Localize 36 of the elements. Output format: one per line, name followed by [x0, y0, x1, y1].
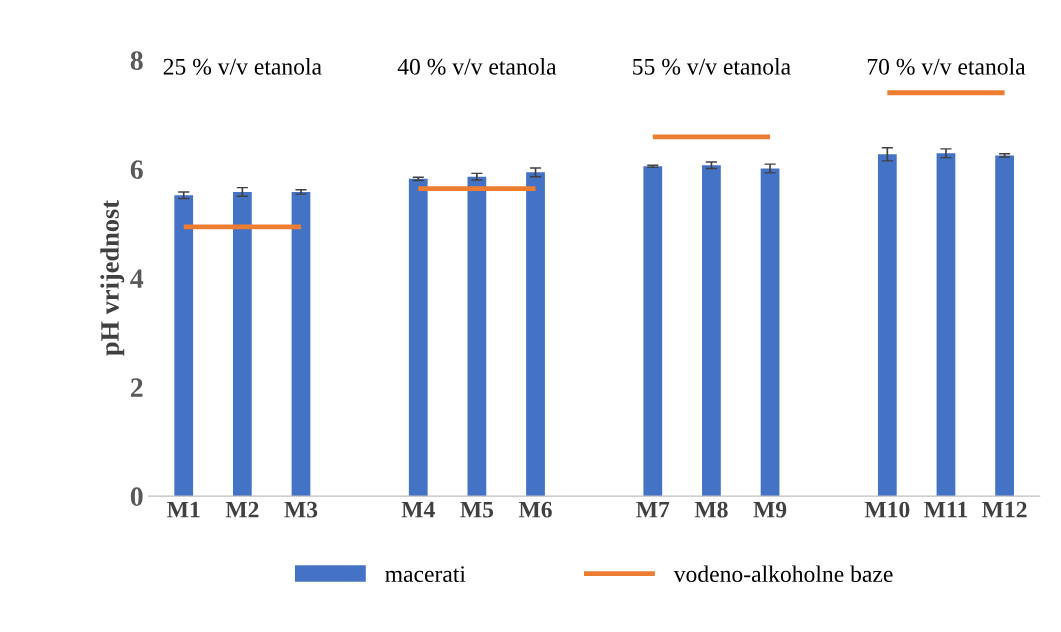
bar: [174, 195, 194, 497]
y-axis-title: pH vrijednost: [100, 200, 125, 356]
x-tick-label: M3: [284, 501, 318, 518]
x-tick-label: M10: [864, 501, 910, 518]
x-tick-label: M12: [982, 501, 1027, 518]
legend-label: macerati: [385, 566, 466, 583]
legend-label: vodeno-alkoholne baze: [673, 565, 893, 583]
annotation: 55 % v/v etanola: [633, 58, 791, 75]
x-tick-label: M4: [401, 501, 435, 518]
bar: [702, 165, 721, 497]
bar: [526, 172, 545, 497]
x-tick-label: M6: [518, 501, 552, 518]
y-tick-label: 4: [130, 269, 144, 288]
y-tick-label: 0: [130, 487, 143, 507]
x-tick-label: M2: [225, 501, 259, 518]
bar: [760, 168, 780, 497]
y-tick-label: 2: [130, 378, 143, 397]
annotation: 40 % v/v etanola: [397, 58, 557, 75]
y-tick-label: 6: [130, 160, 143, 179]
annotation: 70 % v/v etanola: [867, 58, 1026, 75]
annotation: 25 % v/v etanola: [163, 58, 322, 75]
bar: [995, 155, 1014, 497]
bar: [291, 191, 311, 497]
y-tick-label: 8: [130, 51, 143, 70]
bar: [408, 178, 428, 497]
bar: [232, 191, 252, 497]
bar: [643, 166, 663, 497]
bar: [877, 154, 897, 497]
x-tick-label: M5: [460, 501, 494, 518]
x-tick-label: M7: [636, 501, 670, 518]
bar: [936, 153, 956, 497]
x-tick-label: M11: [924, 501, 968, 518]
x-tick-label: M9: [753, 501, 787, 518]
bar: [467, 176, 487, 497]
x-tick-label: M1: [167, 501, 200, 518]
x-tick-label: M8: [694, 501, 728, 518]
